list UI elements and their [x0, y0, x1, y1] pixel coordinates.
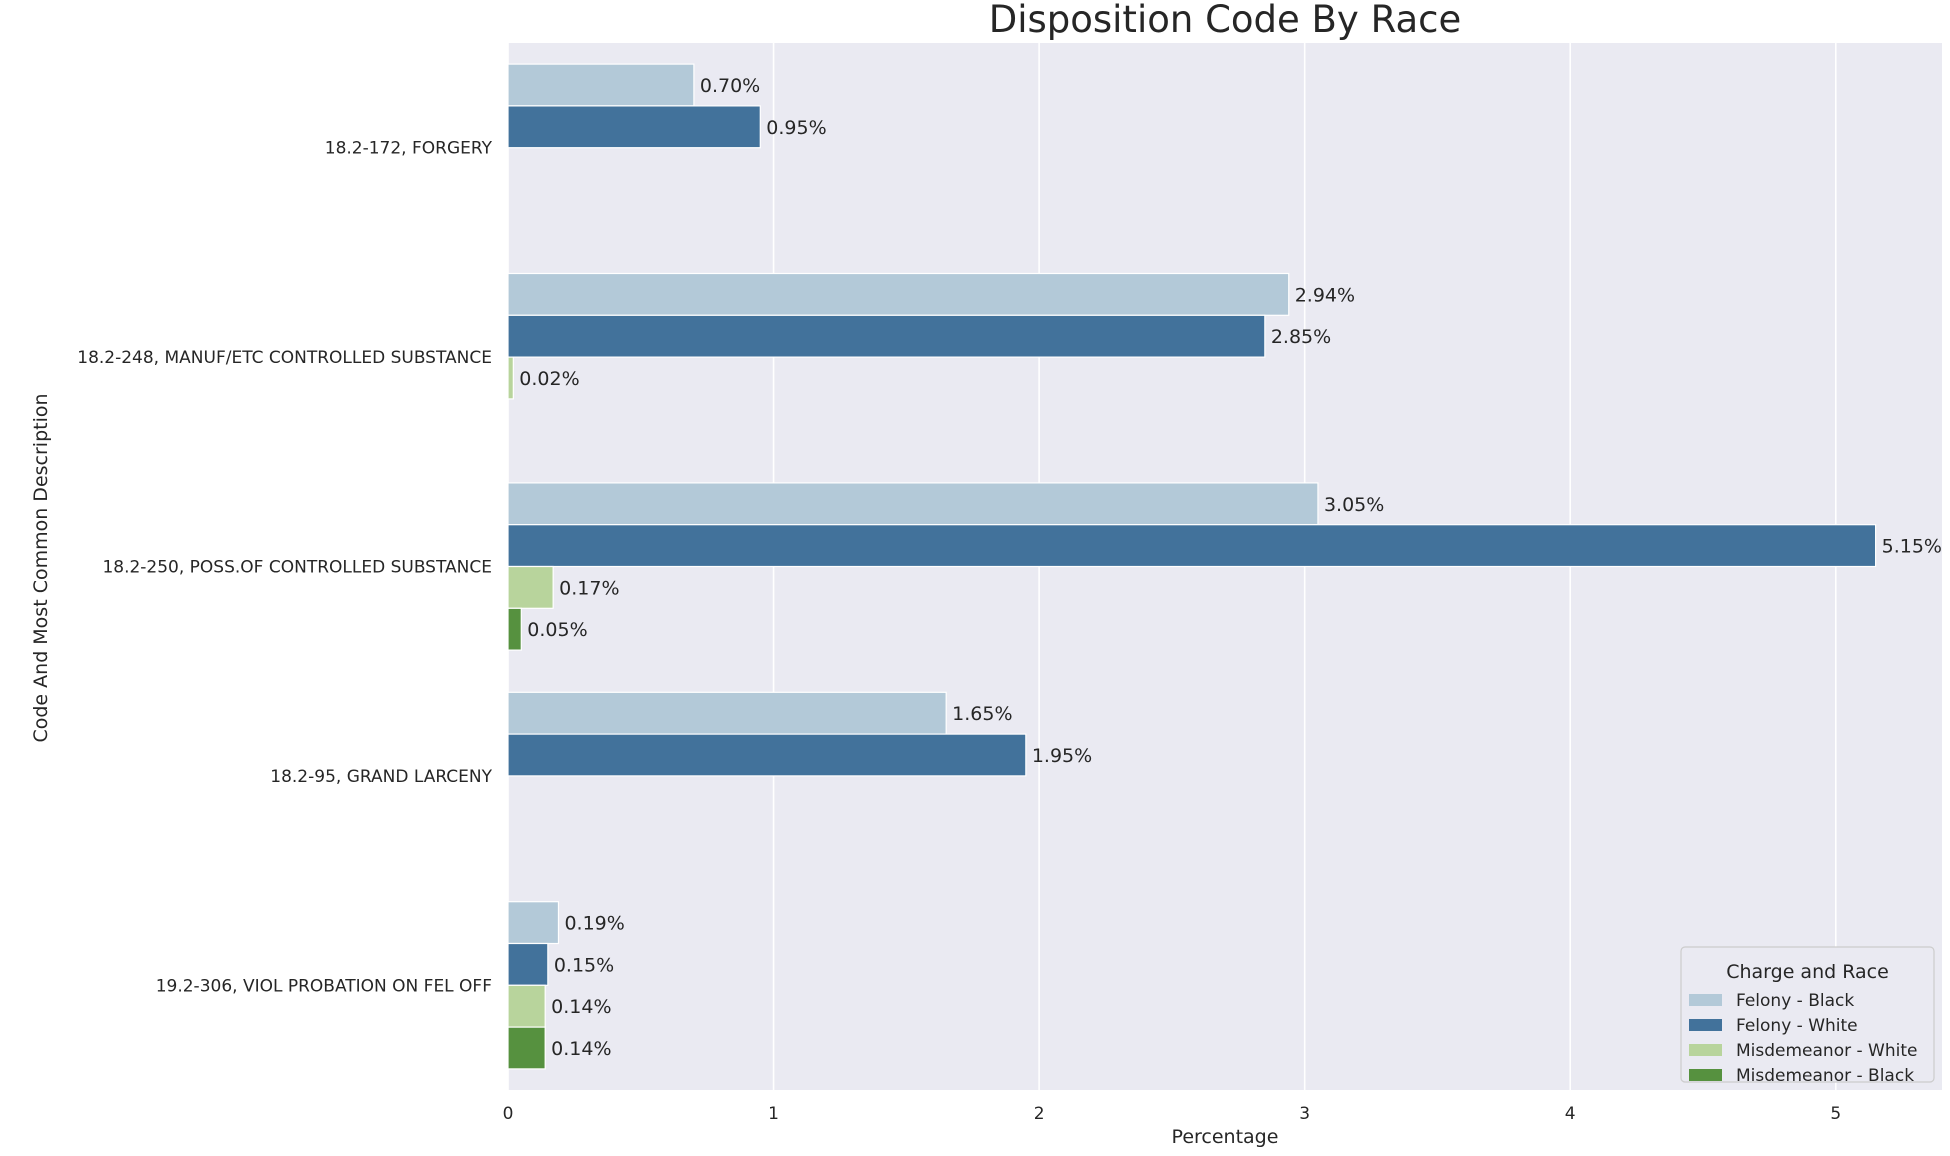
legend-swatch [1689, 1044, 1722, 1056]
bar-value-label: 5.15% [1882, 536, 1942, 558]
bar [507, 565, 554, 609]
bar-value-label: 3.05% [1324, 494, 1384, 516]
bar [507, 984, 546, 1028]
bar-value-label: 0.17% [559, 577, 619, 599]
x-axis-label: Percentage [1172, 1126, 1279, 1148]
legend-title: Charge and Race [1726, 961, 1889, 983]
x-tick-label: 5 [1830, 1104, 1841, 1124]
legend-entry-label: Misdemeanor - White [1736, 1041, 1917, 1061]
y-category-label: 18.2-248, MANUF/ETC CONTROLLED SUBSTANCE [77, 348, 492, 368]
bar-value-label: 0.14% [551, 996, 611, 1018]
legend-entry-label: Felony - Black [1736, 991, 1854, 1011]
bar [507, 524, 1877, 568]
bar-value-label: 1.95% [1032, 745, 1092, 767]
bar-value-label: 2.85% [1271, 326, 1331, 348]
bar-value-label: 0.05% [527, 619, 587, 641]
bar-value-label: 0.14% [551, 1038, 611, 1060]
bar-value-label: 0.70% [700, 75, 760, 97]
legend-entry-label: Misdemeanor - Black [1736, 1066, 1914, 1086]
bar-value-label: 0.95% [766, 117, 826, 139]
y-category-labels: 18.2-172, FORGERY 18.2-248, MANUF/ETC CON… [77, 139, 492, 997]
bar [507, 314, 1266, 358]
bar [507, 482, 1319, 526]
y-category-label: 19.2-306, VIOL PROBATION ON FEL OFF [156, 976, 492, 996]
bar [507, 1026, 546, 1070]
legend-swatch [1689, 1019, 1722, 1031]
bar [507, 105, 761, 149]
bar [507, 272, 1290, 316]
y-category-label: 18.2-172, FORGERY [325, 139, 493, 159]
bar [507, 607, 522, 651]
chart-title: Disposition Code By Race [989, 0, 1462, 41]
bar-value-label: 0.19% [564, 913, 624, 935]
bar [507, 356, 514, 400]
x-tick-label: 2 [1034, 1104, 1045, 1124]
bar [507, 901, 560, 945]
data-labels: 0.70% 0.95% 2.94% 2.85% 0.02% 3.05% 5.15% 0.17%… [519, 75, 1942, 1060]
x-tick-label: 4 [1565, 1104, 1576, 1124]
x-tick-labels: 0 1 2 3 4 5 [503, 1104, 1842, 1124]
legend-swatch [1689, 994, 1722, 1006]
bar [507, 733, 1027, 777]
bar [507, 691, 947, 735]
bar-value-label: 1.65% [952, 703, 1012, 725]
y-category-label: 18.2-95, GRAND LARCENY [270, 767, 492, 787]
bar [507, 63, 695, 107]
bar-value-label: 0.15% [554, 954, 614, 976]
x-tick-label: 1 [768, 1104, 779, 1124]
bar-value-label: 2.94% [1295, 284, 1355, 306]
bar [507, 942, 549, 986]
legend-box [1680, 946, 1935, 1083]
x-tick-label: 3 [1299, 1104, 1310, 1124]
legend: Charge and Race Felony - Black Felony - W… [1680, 946, 1935, 1086]
bars [507, 63, 1877, 1070]
y-axis-label: Code And Most Common Description [30, 393, 52, 742]
legend-entry-label: Felony - White [1736, 1016, 1858, 1036]
legend-swatch [1689, 1069, 1722, 1081]
y-category-label: 18.2-250, POSS.OF CONTROLLED SUBSTANCE [102, 558, 492, 578]
x-tick-label: 0 [503, 1104, 514, 1124]
bar-value-label: 0.02% [519, 368, 579, 390]
